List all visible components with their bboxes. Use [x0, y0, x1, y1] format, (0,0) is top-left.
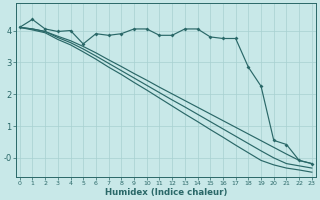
- X-axis label: Humidex (Indice chaleur): Humidex (Indice chaleur): [105, 188, 227, 197]
